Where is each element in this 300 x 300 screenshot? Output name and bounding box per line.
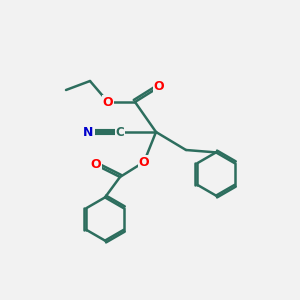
Text: C: C — [116, 125, 124, 139]
Text: O: O — [91, 158, 101, 172]
Text: O: O — [103, 95, 113, 109]
Text: O: O — [154, 80, 164, 94]
Text: O: O — [139, 155, 149, 169]
Text: N: N — [83, 125, 94, 139]
